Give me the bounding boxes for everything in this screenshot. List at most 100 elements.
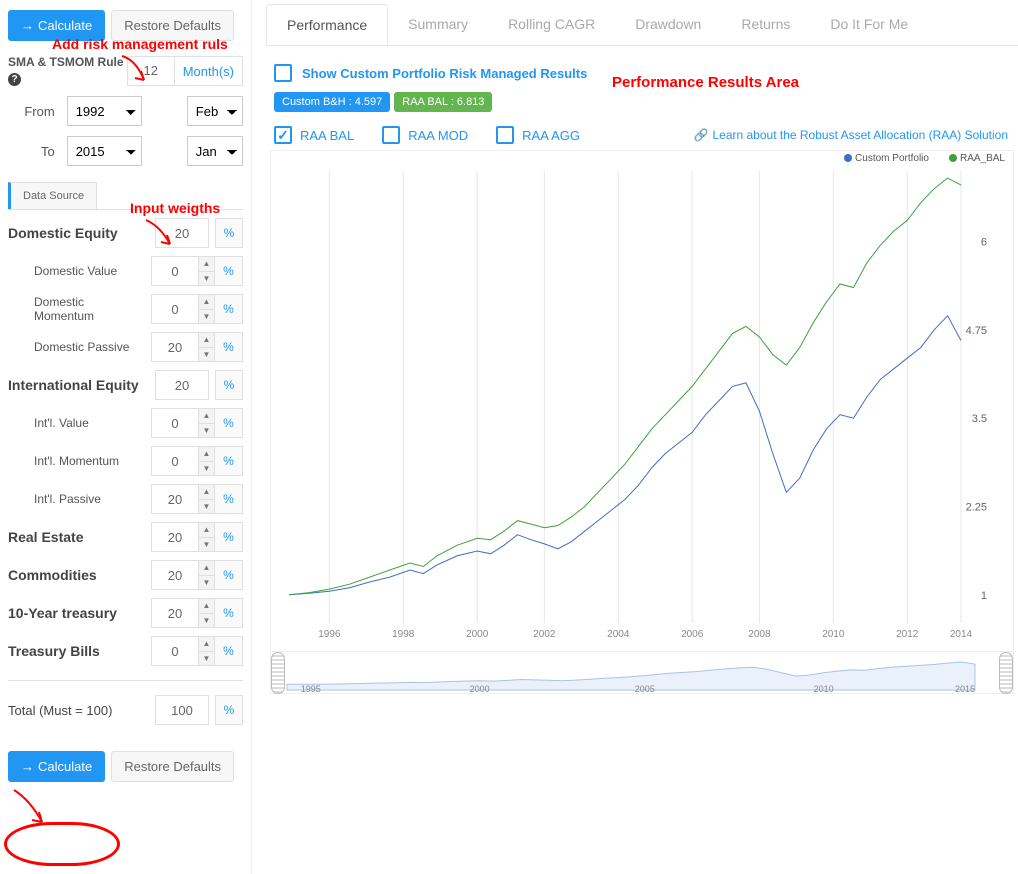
from-month-select[interactable]: Feb (187, 96, 243, 126)
restore-defaults-button-bottom[interactable]: Restore Defaults (111, 751, 234, 782)
spin-up-icon[interactable]: ▲ (199, 295, 214, 310)
weight-label-intl_passive: Int'l. Passive (8, 492, 151, 506)
weight-row-treasury_10y: 10-Year treasury▲▼% (8, 598, 243, 628)
badge: Custom B&H : 4.597 (274, 92, 390, 112)
to-year-select[interactable]: 2015 (67, 136, 142, 166)
tab-performance[interactable]: Performance (266, 4, 388, 45)
spin-tbills[interactable]: ▲▼ (199, 636, 215, 666)
pct-symbol: % (215, 408, 243, 438)
learn-link[interactable]: 🔗 Learn about the Robust Asset Allocatio… (694, 128, 1008, 142)
sma-rule-label: SMA & TSMOM Rule ? (8, 55, 127, 86)
spin-down-icon[interactable]: ▼ (199, 424, 214, 438)
pct-symbol: % (215, 636, 243, 666)
spin-up-icon[interactable]: ▲ (199, 257, 214, 272)
spin-down-icon[interactable]: ▼ (199, 538, 214, 552)
spin-down-icon[interactable]: ▼ (199, 576, 214, 590)
weight-input-intl_value[interactable] (151, 408, 199, 438)
weight-input-commodities[interactable] (151, 560, 199, 590)
spin-domestic_value[interactable]: ▲▼ (199, 256, 215, 286)
weight-label-tbills: Treasury Bills (8, 643, 151, 659)
spin-up-icon[interactable]: ▲ (199, 447, 214, 462)
weight-input-intl_passive[interactable] (151, 484, 199, 514)
svg-text:2002: 2002 (533, 629, 556, 640)
nav-handle-right[interactable] (999, 652, 1013, 694)
spin-domestic_passive[interactable]: ▲▼ (199, 332, 215, 362)
restore-defaults-button[interactable]: Restore Defaults (111, 10, 234, 41)
spin-up-icon[interactable]: ▲ (199, 523, 214, 538)
weight-input-domestic_momentum[interactable] (151, 294, 199, 324)
svg-text:2004: 2004 (607, 629, 630, 640)
spin-down-icon[interactable]: ▼ (199, 462, 214, 476)
series-check-raa-bal: RAA BAL (274, 126, 354, 144)
pct-symbol: % (215, 256, 243, 286)
pct-symbol: % (215, 332, 243, 362)
series-check-raa-agg: RAA AGG (496, 126, 580, 144)
weight-input-domestic_passive[interactable] (151, 332, 199, 362)
svg-text:6: 6 (981, 237, 987, 249)
spin-treasury_10y[interactable]: ▲▼ (199, 598, 215, 628)
spin-down-icon[interactable]: ▼ (199, 500, 214, 514)
spin-down-icon[interactable]: ▼ (199, 272, 214, 286)
weight-row-tbills: Treasury Bills ▲▼% (8, 636, 243, 666)
pct-symbol: % (215, 294, 243, 324)
weight-row-domestic_equity: Domestic Equity▲▼% (8, 218, 243, 248)
data-source-tab[interactable]: Data Source (8, 182, 97, 209)
weight-row-intl_passive: Int'l. Passive▲▼% (8, 484, 243, 514)
total-input[interactable] (155, 695, 209, 725)
weight-input-intl_equity[interactable] (155, 370, 209, 400)
svg-text:2.25: 2.25 (966, 501, 987, 513)
weight-input-tbills[interactable] (151, 636, 199, 666)
spin-up-icon[interactable]: ▲ (199, 637, 214, 652)
series-check-raa-mod: RAA MOD (382, 126, 468, 144)
svg-text:2012: 2012 (896, 629, 919, 640)
nav-chart[interactable]: 19952000200520102015 (271, 651, 1013, 693)
weight-input-treasury_10y[interactable] (151, 598, 199, 628)
spin-intl_value[interactable]: ▲▼ (199, 408, 215, 438)
tab-do-it-for-me[interactable]: Do It For Me (810, 4, 928, 45)
spin-up-icon[interactable]: ▲ (199, 485, 214, 500)
spin-down-icon[interactable]: ▼ (199, 348, 214, 362)
calculate-button[interactable]: Calculate (8, 10, 105, 41)
checkbox[interactable] (382, 126, 400, 144)
tab-drawdown[interactable]: Drawdown (615, 4, 721, 45)
svg-text:2010: 2010 (822, 629, 845, 640)
sma-months-input[interactable] (127, 56, 175, 86)
spin-commodities[interactable]: ▲▼ (199, 560, 215, 590)
total-label: Total (Must = 100) (8, 703, 155, 718)
tab-summary[interactable]: Summary (388, 4, 488, 45)
checkbox[interactable] (274, 126, 292, 144)
spin-down-icon[interactable]: ▼ (199, 652, 214, 666)
weight-input-domestic_equity[interactable] (155, 218, 209, 248)
to-month-select[interactable]: Jan (187, 136, 243, 166)
tab-returns[interactable]: Returns (721, 4, 810, 45)
svg-text:2010: 2010 (814, 684, 834, 694)
weight-row-intl_equity: International Equity▲▼% (8, 370, 243, 400)
tab-rolling-cagr[interactable]: Rolling CAGR (488, 4, 615, 45)
help-icon[interactable]: ? (8, 73, 21, 86)
checkbox[interactable] (496, 126, 514, 144)
from-year-select[interactable]: 1992 (67, 96, 142, 126)
spin-intl_momentum[interactable]: ▲▼ (199, 446, 215, 476)
spin-down-icon[interactable]: ▼ (199, 614, 214, 628)
spin-up-icon[interactable]: ▲ (199, 409, 214, 424)
spin-real_estate[interactable]: ▲▼ (199, 522, 215, 552)
spin-intl_passive[interactable]: ▲▼ (199, 484, 215, 514)
weight-label-domestic_passive: Domestic Passive (8, 340, 151, 354)
svg-text:2005: 2005 (635, 684, 655, 694)
nav-handle-left[interactable] (271, 652, 285, 694)
spin-up-icon[interactable]: ▲ (199, 599, 214, 614)
months-link[interactable]: Month(s) (175, 56, 243, 86)
pct-symbol: % (215, 598, 243, 628)
weight-input-real_estate[interactable] (151, 522, 199, 552)
spin-up-icon[interactable]: ▲ (199, 333, 214, 348)
svg-text:1995: 1995 (301, 684, 321, 694)
weight-input-intl_momentum[interactable] (151, 446, 199, 476)
spin-down-icon[interactable]: ▼ (199, 310, 214, 324)
weight-label-intl_value: Int'l. Value (8, 416, 151, 430)
weight-input-domestic_value[interactable] (151, 256, 199, 286)
spin-domestic_momentum[interactable]: ▲▼ (199, 294, 215, 324)
spin-up-icon[interactable]: ▲ (199, 561, 214, 576)
show-custom-checkbox[interactable] (274, 64, 292, 82)
svg-text:2014: 2014 (950, 629, 973, 640)
calculate-button-bottom[interactable]: Calculate (8, 751, 105, 782)
